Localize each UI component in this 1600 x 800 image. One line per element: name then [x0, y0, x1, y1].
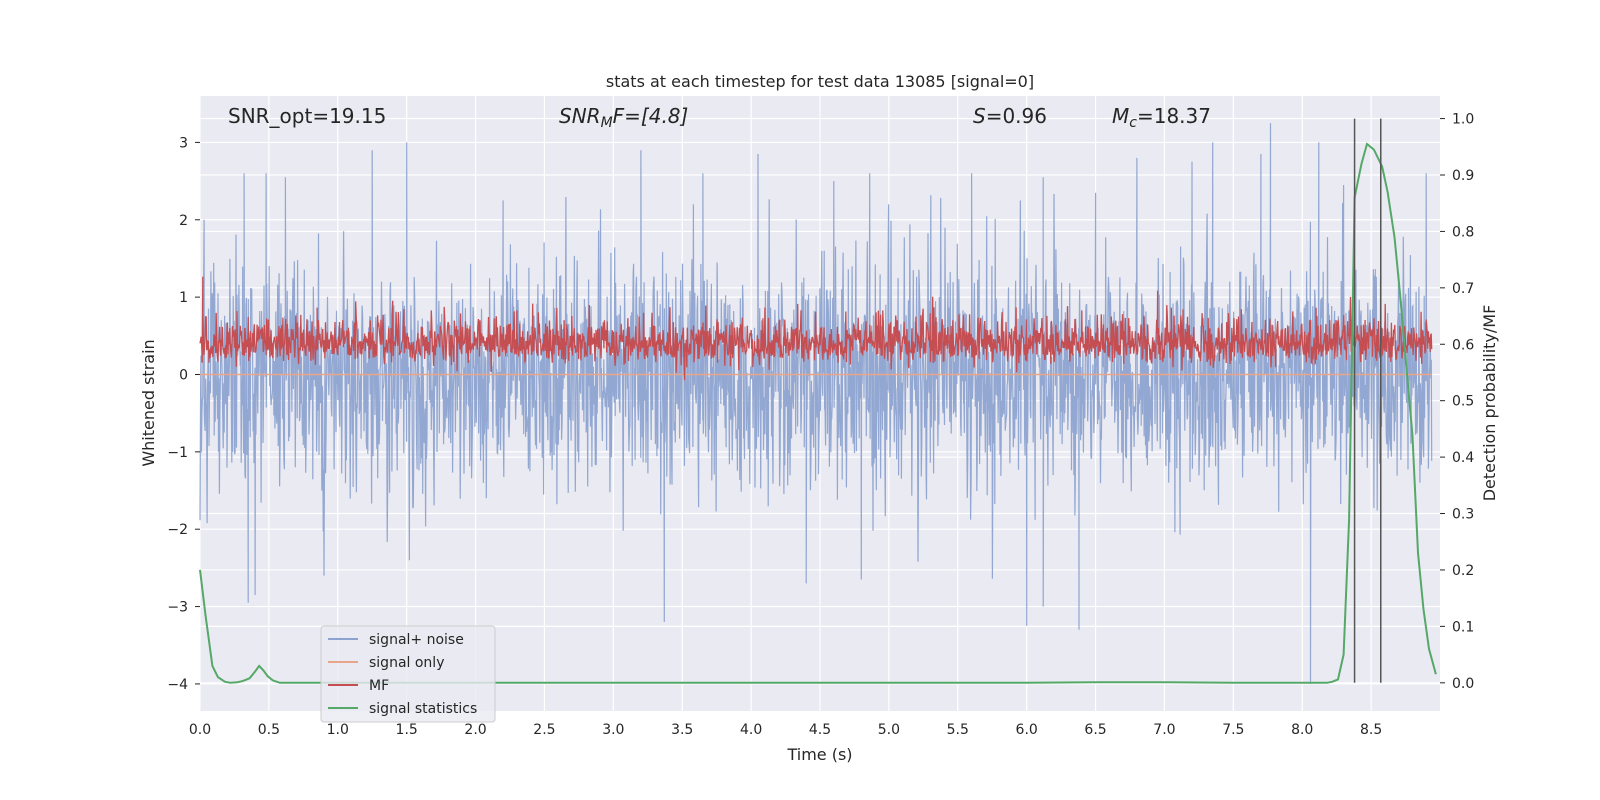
legend-label-mf: MF: [369, 678, 389, 694]
y-tick-label: −1: [167, 445, 188, 461]
y2-tick-label: 1.0: [1452, 112, 1474, 128]
x-tick-label: 1.0: [327, 722, 349, 738]
x-axis-ticks: 0.0 0.5 1.0 1.5 2.0 2.5 3.0 3.5 4.0 4.5 5.0 5.5 6.0 6…: [189, 722, 1382, 738]
x-tick-label: 8.0: [1291, 722, 1313, 738]
series-mf: [199, 276, 1433, 381]
snr-mf-rest: F=[4.8]: [613, 104, 689, 128]
legend-label-signal-only: signal only: [369, 655, 444, 671]
x-axis-label: Time (s): [786, 745, 852, 764]
x-tick-label: 3.0: [602, 722, 624, 738]
y2-tick-label: 0.5: [1452, 394, 1474, 410]
y-tick-label: −2: [167, 522, 188, 538]
x-tick-label: 0.0: [189, 722, 211, 738]
y-tick-label: 3: [179, 135, 188, 151]
y2-tick-label: 0.0: [1452, 676, 1474, 692]
y-tick-label: −3: [167, 600, 188, 616]
x-tick-label: 2.5: [533, 722, 555, 738]
mc-sub: c: [1129, 115, 1137, 131]
chart-title: stats at each timestep for test data 130…: [606, 72, 1034, 91]
x-tick-label: 6.5: [1084, 722, 1106, 738]
y-tick-label: 1: [179, 290, 188, 306]
mc-rest: =18.37: [1137, 104, 1211, 128]
legend: signal+ noise signal only MF signal stat…: [320, 625, 496, 723]
x-tick-label: 0.5: [258, 722, 280, 738]
snr-mf-main: SNR: [559, 104, 601, 128]
s-main: S: [973, 104, 986, 128]
x-tick-label: 6.0: [1016, 722, 1038, 738]
x-tick-label: 7.0: [1153, 722, 1175, 738]
x-tick-label: 4.0: [740, 722, 762, 738]
y2-tick-label: 0.2: [1452, 563, 1474, 579]
vline-layer: [1353, 118, 1382, 683]
legend-label-signal-statistics: signal statistics: [369, 701, 477, 717]
y2-axis-label: Detection probability/MF: [1480, 305, 1499, 502]
mc-main: M: [1112, 104, 1129, 128]
x-tick-label: 2.0: [464, 722, 486, 738]
y2-tick-label: 0.7: [1452, 281, 1474, 297]
y2-tick-label: 0.8: [1452, 224, 1474, 240]
y-tick-label: 0: [179, 367, 188, 383]
legend-label-signal-noise: signal+ noise: [369, 632, 464, 648]
x-tick-label: 5.0: [878, 722, 900, 738]
y2-axis-ticks: 1.0 0.9 0.8 0.7 0.6 0.5 0.4 0.3 0.2 0.1 0.0: [1440, 112, 1474, 692]
y-tick-label: −4: [167, 677, 188, 693]
snr-opt-annotation: SNR_opt=19.15: [228, 104, 386, 128]
y-axis-label: Whitened strain: [139, 339, 158, 466]
snr-mf-annotation: SNRMF=[4.8]: [559, 104, 688, 131]
s-annotation: S=0.96: [973, 104, 1047, 128]
series-signal-statistics: [199, 142, 1437, 684]
x-tick-label: 7.5: [1222, 722, 1244, 738]
legend-box: [320, 625, 496, 723]
y2-tick-label: 0.6: [1452, 337, 1474, 353]
series-layer: [199, 123, 1437, 684]
s-rest: =0.96: [986, 104, 1047, 128]
y2-tick-label: 0.9: [1452, 168, 1474, 184]
y2-tick-label: 0.3: [1452, 507, 1474, 523]
x-tick-label: 8.5: [1360, 722, 1382, 738]
y2-tick-label: 0.4: [1452, 450, 1474, 466]
series-signal-noise: [199, 123, 1433, 684]
snr-mf-sub: M: [601, 115, 613, 131]
x-tick-label: 3.5: [671, 722, 693, 738]
y-tick-label: 2: [179, 213, 188, 229]
x-tick-label: 4.5: [809, 722, 831, 738]
x-tick-label: 1.5: [396, 722, 418, 738]
y-axis-ticks: 3 2 1 0 −1 −2 −3 −4: [167, 135, 200, 693]
x-tick-label: 5.5: [947, 722, 969, 738]
y2-tick-label: 0.1: [1452, 619, 1474, 635]
mc-annotation: Mc=18.37: [1112, 104, 1211, 131]
